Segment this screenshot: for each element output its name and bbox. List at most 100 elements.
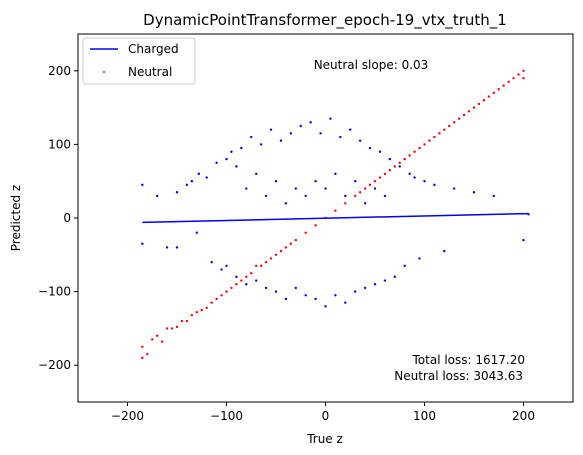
charged-point xyxy=(339,135,342,139)
charged-point xyxy=(250,135,253,139)
neutral-point xyxy=(314,224,317,227)
neutral-point xyxy=(170,327,174,330)
neutral-point xyxy=(522,69,525,73)
neutral-point xyxy=(403,157,406,161)
neutral-point xyxy=(393,165,396,168)
charged-point xyxy=(210,260,213,264)
charged-point xyxy=(319,132,322,135)
charged-point xyxy=(197,172,200,176)
neutral-point xyxy=(453,121,456,124)
charged-point xyxy=(344,301,347,304)
x-tick-label: 200 xyxy=(512,409,535,423)
charged-point xyxy=(304,194,307,198)
neutral-point xyxy=(165,327,169,330)
charged-point xyxy=(522,238,525,242)
neutral-point xyxy=(363,187,367,190)
charged-point xyxy=(245,283,248,286)
neutral-point xyxy=(462,113,466,117)
charged-point xyxy=(289,132,293,135)
neutral-point xyxy=(408,154,411,157)
neutral-point xyxy=(428,139,431,142)
neutral-point xyxy=(205,306,208,309)
charged-point xyxy=(235,275,238,279)
neutral-point xyxy=(373,180,377,183)
charged-point xyxy=(443,249,446,253)
charged-point xyxy=(329,117,332,120)
charged-point xyxy=(304,294,307,297)
charged-point xyxy=(190,180,194,183)
neutral-point xyxy=(175,325,179,329)
y-axis-ticks: −200 −100 0 100 200 xyxy=(38,64,78,372)
charged-point xyxy=(220,268,223,271)
charged-point xyxy=(344,194,347,198)
neutral-point xyxy=(482,99,486,102)
neutral-point xyxy=(225,290,228,293)
charged-point xyxy=(225,264,228,268)
y-axis-label: Predicted z xyxy=(9,185,23,251)
charged-point xyxy=(185,183,189,187)
charged-point xyxy=(255,279,258,282)
charged-point xyxy=(284,297,288,301)
charged-point xyxy=(453,187,456,190)
neutral-point xyxy=(448,124,451,128)
neutral-point xyxy=(418,146,421,150)
y-tick-label: −200 xyxy=(38,358,71,372)
x-tick-label: 0 xyxy=(322,409,330,423)
neutral-point xyxy=(141,356,144,360)
charged-point xyxy=(314,297,317,301)
charged-point xyxy=(403,264,406,268)
charged-point xyxy=(255,172,258,176)
charged-point xyxy=(383,194,387,198)
charged-point xyxy=(230,150,233,153)
neutral-point xyxy=(398,161,401,164)
charged-point xyxy=(368,146,372,150)
neutral-slope-annotation: Neutral slope: 0.03 xyxy=(314,58,429,72)
fit-line-layer xyxy=(142,212,529,224)
neutral-point xyxy=(423,143,426,146)
charged-point xyxy=(314,180,317,183)
charged-point xyxy=(309,121,312,124)
x-axis-label: True z xyxy=(306,432,343,446)
neutral-point xyxy=(477,102,481,106)
charged-point xyxy=(324,187,327,190)
x-tick-label: −100 xyxy=(210,409,243,423)
neutral-point xyxy=(413,150,416,153)
plot-area xyxy=(77,33,574,403)
charged-point xyxy=(215,161,218,164)
charged-point xyxy=(324,305,327,308)
x-tick-label: 100 xyxy=(413,409,436,423)
neutral-point xyxy=(289,242,293,245)
charged-point xyxy=(358,139,362,142)
neutral-point xyxy=(433,135,436,139)
charged-point xyxy=(245,187,248,190)
neutral-point xyxy=(215,297,218,301)
neutral-point xyxy=(284,246,288,249)
charged-point xyxy=(349,128,352,131)
legend-charged-label: Charged xyxy=(128,42,179,56)
charged-point xyxy=(274,290,278,293)
neutral-point xyxy=(334,209,337,212)
charged-point xyxy=(373,283,377,286)
charged-point xyxy=(269,128,273,131)
neutral-point xyxy=(517,73,520,76)
neutral-point xyxy=(388,168,392,172)
neutral-point xyxy=(141,345,144,348)
charged-point xyxy=(235,165,238,168)
neutral-point xyxy=(230,286,233,290)
charged-point xyxy=(165,246,169,249)
neutral-point xyxy=(502,84,505,87)
charged-point xyxy=(354,180,357,183)
neutral-point xyxy=(487,95,491,98)
neutral-point xyxy=(438,132,441,135)
neutral-point xyxy=(200,308,203,312)
neutral-point xyxy=(497,88,500,91)
neutral-point xyxy=(522,76,525,80)
neutral-point xyxy=(180,319,184,323)
total-loss-annotation: Total loss: 1617.20 xyxy=(412,353,526,367)
legend-neutral-swatch xyxy=(103,71,105,73)
charged-point xyxy=(274,180,278,183)
charged-point xyxy=(175,191,179,194)
charged-point xyxy=(354,290,357,293)
charged-point xyxy=(378,150,382,153)
neutral-point xyxy=(354,194,357,198)
